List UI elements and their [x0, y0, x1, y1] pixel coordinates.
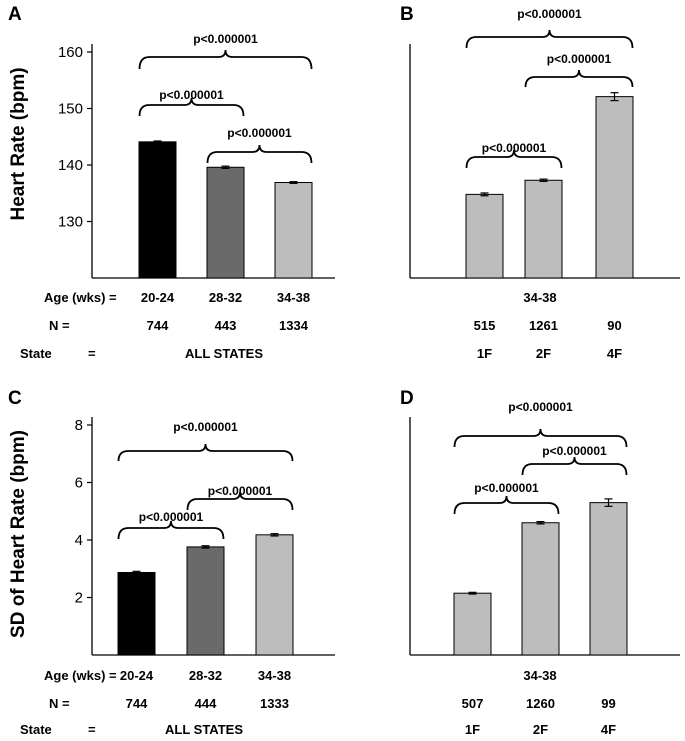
- y-tick-label: 2: [75, 590, 83, 607]
- y-tick-label: 160: [58, 44, 83, 61]
- significance-bracket: [453, 428, 628, 448]
- significance-bracket: [521, 456, 628, 476]
- panel-label-A: A: [8, 4, 22, 25]
- y-tick-label: 140: [58, 157, 83, 174]
- y-tick-label: 8: [75, 417, 83, 434]
- row-value: 4F: [607, 346, 622, 361]
- significance-bracket: [117, 520, 225, 540]
- significance-bracket: [206, 144, 313, 164]
- y-axis-label: Heart Rate (bpm): [8, 67, 29, 220]
- row-value: 4F: [601, 722, 616, 736]
- p-value-label: p<0.000001: [547, 52, 612, 66]
- row-value: 515: [474, 318, 496, 333]
- row-value: 443: [215, 318, 237, 333]
- p-value-label: p<0.000001: [193, 32, 258, 46]
- row-value: 1334: [279, 318, 309, 333]
- row-value: 90: [607, 318, 621, 333]
- row-label: Age (wks) =: [44, 290, 117, 305]
- row-label: N =: [49, 318, 70, 333]
- significance-bracket: [138, 49, 313, 70]
- p-value-label: p<0.000001: [508, 400, 573, 414]
- bar-20-24: [117, 571, 156, 656]
- row-value: 444: [195, 696, 217, 711]
- row-value: 1260: [526, 696, 555, 711]
- row-value: 1F: [477, 346, 492, 361]
- bar-1F: [465, 193, 504, 279]
- p-value-label: p<0.000001: [139, 510, 204, 524]
- row-value: 744: [147, 318, 169, 333]
- p-value-label: p<0.000001: [542, 444, 607, 458]
- significance-bracket: [465, 149, 563, 169]
- p-value-label: p<0.000001: [159, 88, 224, 102]
- y-tick-label: 4: [75, 532, 83, 549]
- row-value: 2F: [536, 346, 551, 361]
- bar-28-32: [206, 166, 245, 279]
- significance-bracket: [138, 97, 245, 117]
- row-equals: =: [88, 346, 96, 361]
- y-tick-label: 130: [58, 214, 83, 231]
- row-value: ALL STATES: [185, 346, 263, 361]
- panel-label-D: D: [400, 388, 414, 409]
- row-value: 1F: [465, 722, 480, 736]
- row-label: State: [20, 722, 52, 736]
- bar-20-24: [138, 141, 177, 279]
- bar-34-38: [274, 182, 313, 279]
- p-value-label: p<0.000001: [482, 141, 547, 155]
- p-value-label: p<0.000001: [227, 126, 292, 140]
- p-value-label: p<0.000001: [474, 481, 539, 495]
- row-value: 34-38: [258, 668, 291, 683]
- row-value: 1333: [260, 696, 289, 711]
- row-value: 507: [462, 696, 484, 711]
- row-value: 28-32: [189, 668, 222, 683]
- significance-bracket: [524, 69, 634, 88]
- bar-4F: [595, 96, 634, 279]
- y-axis-label: SD of Heart Rate (bpm): [8, 430, 29, 638]
- bar-2F: [524, 179, 563, 279]
- bar-28-32: [186, 546, 225, 656]
- row-label: Age (wks) =: [44, 668, 117, 683]
- significance-bracket: [186, 491, 294, 511]
- row-value: 34-38: [277, 290, 310, 305]
- row-label: N =: [49, 696, 70, 711]
- row-value: 20-24: [120, 668, 154, 683]
- significance-bracket: [465, 29, 634, 49]
- panel-label-C: C: [8, 388, 22, 409]
- row-value: 99: [601, 696, 615, 711]
- row-value: 28-32: [209, 290, 242, 305]
- row-label: State: [20, 346, 52, 361]
- significance-bracket: [453, 495, 560, 515]
- row-equals: =: [88, 722, 96, 736]
- bar-4F: [589, 502, 628, 656]
- p-value-label: p<0.000001: [173, 420, 238, 434]
- row-value: 34-38: [523, 668, 556, 683]
- row-value: 20-24: [141, 290, 175, 305]
- row-value: 2F: [533, 722, 548, 736]
- bar-2F: [521, 522, 560, 656]
- row-value: ALL STATES: [165, 722, 243, 736]
- y-tick-label: 150: [58, 101, 83, 118]
- y-tick-label: 6: [75, 475, 83, 492]
- bar-1F: [453, 592, 492, 656]
- row-value: 744: [126, 696, 148, 711]
- p-value-label: p<0.000001: [208, 484, 273, 498]
- panel-label-B: B: [400, 4, 414, 25]
- p-value-label: p<0.000001: [517, 7, 582, 21]
- row-value: 1261: [529, 318, 558, 333]
- bar-34-38: [255, 534, 294, 656]
- significance-bracket: [117, 443, 294, 462]
- row-value: 34-38: [523, 290, 556, 305]
